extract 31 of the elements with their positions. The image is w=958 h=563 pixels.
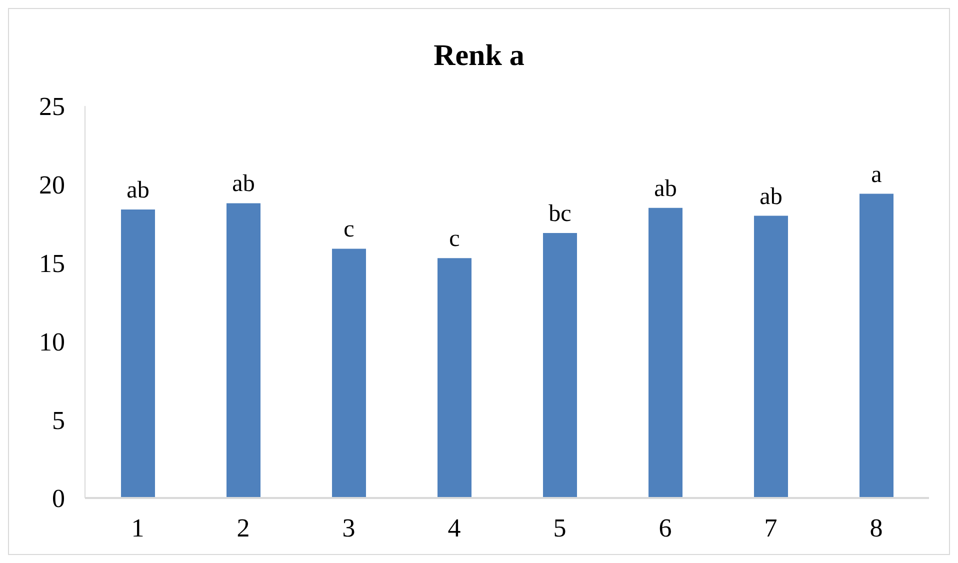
bar <box>648 208 682 498</box>
bar <box>860 194 894 498</box>
bar <box>226 203 260 498</box>
bar <box>438 258 472 498</box>
x-tick-label: 8 <box>870 513 883 542</box>
x-tick-label: 6 <box>658 513 672 542</box>
bar <box>543 233 577 498</box>
data-label: ab <box>126 177 150 204</box>
x-tick-label: 4 <box>448 513 461 542</box>
x-tick-label: 3 <box>342 513 356 542</box>
bar <box>754 216 788 498</box>
y-tick-label: 5 <box>52 406 65 435</box>
data-label: a <box>871 162 882 188</box>
x-tick-label: 7 <box>764 513 778 542</box>
y-tick-label: 0 <box>52 484 65 514</box>
y-tick-label: 10 <box>39 327 65 356</box>
x-tick-label: 2 <box>236 513 250 542</box>
bar <box>332 248 366 498</box>
y-tick-label: 25 <box>39 92 65 122</box>
y-tick-label: 20 <box>39 170 65 200</box>
data-label: ab <box>654 176 677 202</box>
data-label: bc <box>548 201 572 228</box>
y-tick-label: 15 <box>39 249 65 278</box>
bar <box>121 209 155 498</box>
x-tick-label: 5 <box>553 513 566 542</box>
data-label: c <box>449 226 460 252</box>
data-label: ab <box>232 171 255 198</box>
x-tick-label: 1 <box>131 513 144 542</box>
chart-title: Renk a <box>432 39 526 73</box>
data-label: c <box>344 216 354 243</box>
data-label: ab <box>760 184 782 210</box>
